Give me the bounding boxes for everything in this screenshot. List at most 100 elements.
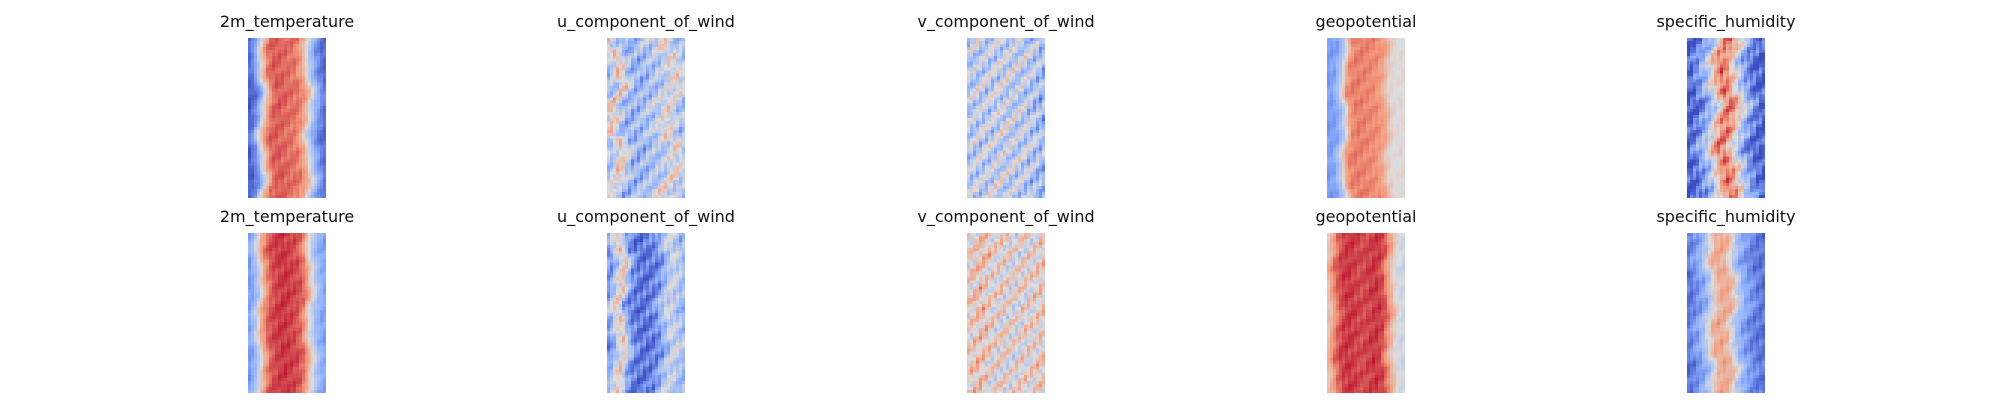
heatmap-cell [1015,100,1019,104]
heatmap-cell [1036,162,1040,166]
heatmap-cell [991,162,995,166]
heatmap-cell [1384,64,1388,68]
heatmap-cell [643,46,647,51]
heatmap-cell [308,195,312,198]
heatmap-cell [619,195,623,198]
heatmap-cell [1039,141,1043,146]
heatmap-cell [308,58,312,63]
heatmap-cell [676,61,680,66]
heatmap-cell [278,165,282,169]
heatmap-cell [290,186,294,190]
heatmap-cell [1402,58,1405,63]
heatmap-cell [1384,109,1388,113]
heatmap-cell [664,118,668,122]
heatmap-cell [263,132,267,137]
heatmap-cell [637,147,641,151]
heatmap-cell [281,174,285,178]
heatmap-cell [682,129,685,134]
heatmap-cell [251,180,255,184]
heatmap-cell [266,138,270,143]
heatmap-cell [646,171,650,175]
heatmap-cell [1375,82,1379,86]
heatmap-cell [296,70,300,74]
heatmap-cell [320,183,324,187]
heatmap-cell [290,61,294,66]
heatmap-cell [281,147,285,151]
heatmap-cell [1033,97,1037,101]
heatmap-cell [323,168,326,172]
heatmap-cell [661,38,665,42]
heatmap-cell [1366,123,1370,128]
heatmap-cell [1006,186,1010,190]
heatmap-cell [634,186,638,190]
heatmap-cell [649,67,653,71]
heatmap-cell [317,129,321,134]
heatmap-cell [1012,91,1016,95]
heatmap-cell [260,195,264,198]
heatmap-cell [1339,79,1343,83]
heatmap-cell [311,123,315,128]
heatmap-cell [317,58,321,63]
heatmap-cell [1030,91,1034,95]
heatmap-cell [257,192,261,196]
heatmap-cell [1042,38,1045,42]
heatmap-cell [299,150,303,154]
heatmap-cell [661,58,665,63]
heatmap-cell [1387,91,1391,95]
heatmap-cell [1390,79,1394,83]
heatmap-cell [610,156,614,160]
heatmap-cell [619,40,623,45]
heatmap-cell [1009,103,1013,107]
heatmap-cell [266,91,270,95]
heatmap-cell [263,186,267,190]
heatmap-cell [682,85,685,89]
heatmap-cell [1027,165,1031,169]
heatmap-cell [649,120,653,125]
heatmap-cell [1396,38,1400,42]
heatmap-cell [997,88,1001,92]
heatmap-cell [634,180,638,184]
heatmap-cell [649,109,653,113]
heatmap-cell [293,91,297,95]
heatmap-cell [287,126,291,131]
heatmap-cell [293,100,297,104]
heatmap-cell [302,144,306,148]
heatmap-cell [658,132,662,137]
heatmap-cell [1354,73,1358,77]
heatmap-cell [643,88,647,92]
heatmap-cell [979,195,983,198]
heatmap-cell [293,123,297,128]
heatmap-cell [1024,162,1028,166]
heatmap-cell [308,153,312,157]
heatmap-cell [284,195,288,198]
heatmap-cell [254,171,258,175]
heatmap-cell [278,46,282,51]
heatmap-cell [991,43,995,48]
heatmap-cell [293,156,297,160]
heatmap-cell [323,192,326,196]
heatmap-cell [1042,64,1045,68]
heatmap-cell [1390,118,1394,122]
heatmap-cell [1399,85,1403,89]
heatmap-cell [619,135,623,140]
heatmap-cell [308,103,312,107]
heatmap-cell [254,159,258,163]
heatmap-cell [284,97,288,101]
heatmap-cell [1387,88,1391,92]
heatmap-cell [628,135,632,140]
heatmap-cell [1375,61,1379,66]
heatmap-cell [272,38,276,42]
heatmap-cell [967,123,971,128]
heatmap-cell [275,106,279,110]
heatmap-cell [1345,76,1349,80]
heatmap-cell [287,192,291,196]
heatmap-cell [970,55,974,60]
heatmap-cell [628,195,632,198]
heatmap-cell [1015,186,1019,190]
heatmap-cell [979,58,983,63]
heatmap-cell [1372,55,1376,60]
heatmap-cell [670,168,674,172]
heatmap-cell [679,88,683,92]
heatmap-cell [991,192,995,196]
heatmap-cell [248,162,252,166]
